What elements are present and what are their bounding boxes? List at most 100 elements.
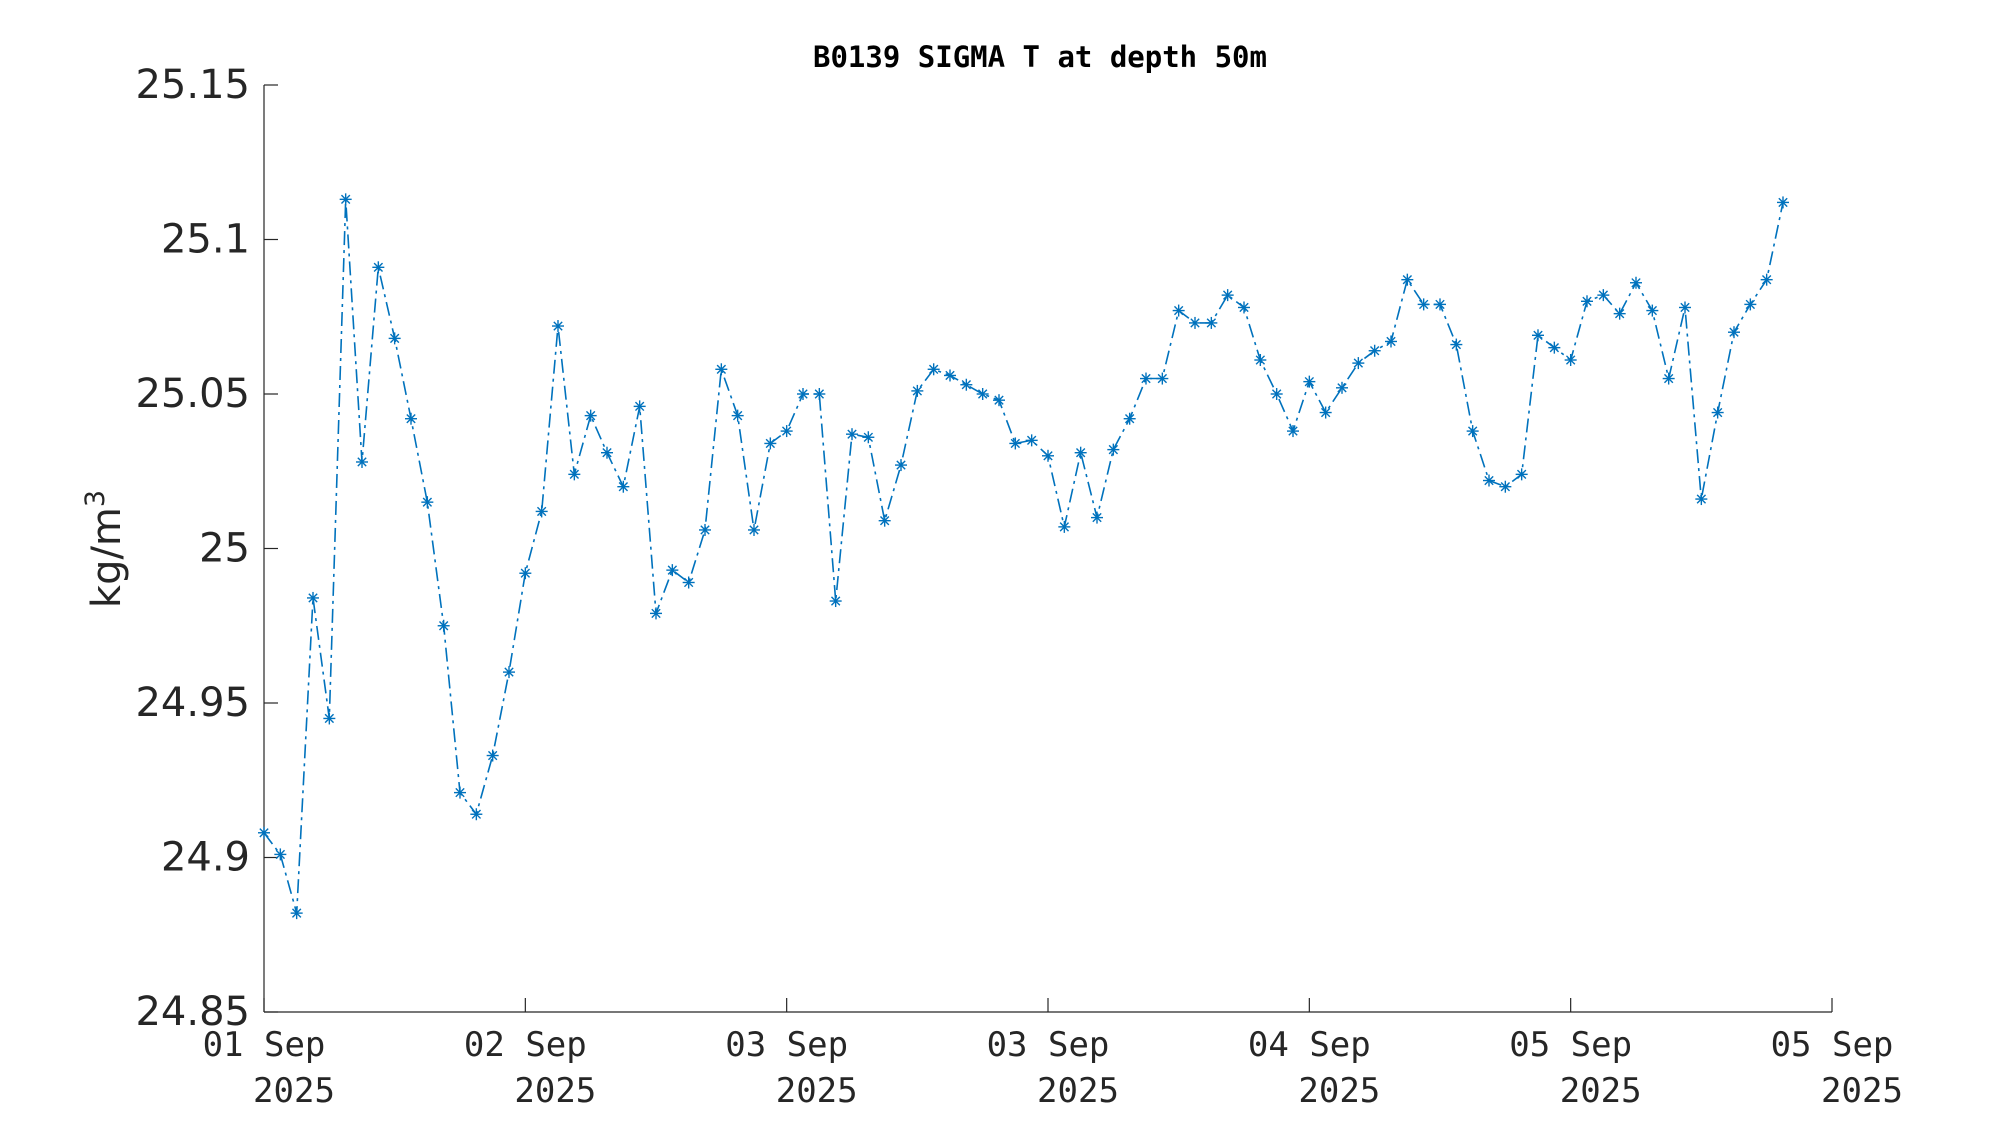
data-point xyxy=(1221,289,1234,302)
data-point xyxy=(1074,446,1087,459)
data-point xyxy=(1140,372,1152,385)
data-point xyxy=(601,446,613,459)
data-point xyxy=(1499,480,1512,493)
data-point xyxy=(1238,301,1250,314)
data-point xyxy=(1711,406,1724,419)
data-point xyxy=(1156,372,1169,385)
data-point xyxy=(1368,344,1381,357)
x-tick-label-year: 2025 xyxy=(1821,1071,1903,1111)
data-point xyxy=(617,480,630,493)
data-point xyxy=(1483,474,1495,487)
data-point xyxy=(1760,273,1773,286)
data-point xyxy=(1189,316,1201,329)
data-point xyxy=(290,907,303,920)
data-point xyxy=(944,369,956,382)
data-point xyxy=(1777,196,1789,209)
y-axis-label-superscript: 3 xyxy=(80,490,111,507)
data-point xyxy=(1270,388,1283,400)
data-point xyxy=(1613,307,1626,320)
data-point xyxy=(1385,335,1397,348)
y-tick-label: 24.85 xyxy=(135,989,250,1035)
x-tick-label-date: 04 Sep xyxy=(1248,1025,1371,1065)
data-point xyxy=(813,388,826,400)
data-point xyxy=(307,591,319,604)
data-point xyxy=(699,523,711,536)
data-point xyxy=(1728,326,1740,339)
data-point xyxy=(1352,357,1365,370)
svg-text:kg/m3: kg/m3 xyxy=(80,490,130,608)
y-tick-label: 25 xyxy=(199,526,250,572)
data-point xyxy=(568,468,581,481)
data-point xyxy=(1009,437,1022,450)
x-tick-label-date: 05 Sep xyxy=(1509,1025,1632,1065)
data-point xyxy=(1205,316,1218,329)
x-tick-label-year: 2025 xyxy=(1298,1071,1380,1111)
data-point xyxy=(1172,304,1185,317)
plot-area xyxy=(258,193,1789,920)
x-tick-label-year: 2025 xyxy=(1037,1071,1119,1111)
x-tick-label-year: 2025 xyxy=(514,1071,596,1111)
data-point xyxy=(274,848,287,861)
data-point xyxy=(388,332,401,345)
data-point xyxy=(1646,304,1659,317)
y-tick-label: 24.95 xyxy=(135,680,250,726)
data-point xyxy=(1581,295,1593,308)
y-axis-label-text: kg/m xyxy=(84,507,130,608)
data-point xyxy=(1434,298,1446,311)
data-point xyxy=(960,378,973,391)
y-tick-label: 24.9 xyxy=(161,835,250,881)
data-point xyxy=(650,607,662,620)
y-tick-label: 25.05 xyxy=(135,371,250,417)
data-point xyxy=(1532,329,1544,342)
x-tick-label-year: 2025 xyxy=(1560,1071,1642,1111)
data-point xyxy=(1679,301,1691,314)
data-point xyxy=(1744,298,1757,311)
data-point xyxy=(731,409,744,422)
data-point xyxy=(993,394,1005,407)
x-ticks: 01 Sep 2025 02 Sep 2025 03 Sep 2025 03 Sep 2025… xyxy=(203,998,1903,1111)
data-point xyxy=(911,384,924,397)
y-axis-label: kg/m3 xyxy=(80,490,130,608)
data-point xyxy=(748,523,760,536)
data-point xyxy=(1630,276,1642,289)
data-point xyxy=(1303,375,1316,388)
data-point xyxy=(1042,449,1054,462)
data-point xyxy=(323,712,336,725)
data-point xyxy=(764,437,777,450)
data-point xyxy=(1336,381,1348,394)
data-point xyxy=(895,459,907,472)
data-point xyxy=(454,786,466,799)
x-tick-label-date: 03 Sep xyxy=(725,1025,848,1065)
data-point xyxy=(584,409,597,422)
axes xyxy=(263,85,1832,1013)
data-point xyxy=(1564,354,1577,367)
data-point xyxy=(780,425,793,438)
data-point xyxy=(421,496,434,509)
data-point xyxy=(797,388,809,400)
data-point xyxy=(1515,468,1528,481)
data-point xyxy=(356,455,368,468)
data-point xyxy=(846,428,858,441)
data-point xyxy=(633,400,646,413)
x-tick-label-date: 02 Sep xyxy=(464,1025,587,1065)
data-point xyxy=(437,619,450,632)
data-point xyxy=(1107,443,1120,456)
data-point xyxy=(1401,273,1414,286)
data-point xyxy=(829,595,842,608)
x-tick-label-year: 2025 xyxy=(253,1071,335,1111)
data-point xyxy=(878,514,891,527)
data-point xyxy=(535,505,548,518)
data-point xyxy=(1466,425,1479,438)
data-point xyxy=(1058,520,1071,533)
data-point xyxy=(372,261,385,274)
data-point xyxy=(927,363,940,376)
data-point xyxy=(1417,298,1430,311)
x-tick-label-year: 2025 xyxy=(776,1071,858,1111)
x-tick-label-date: 01 Sep xyxy=(203,1025,326,1065)
x-tick-label-date: 05 Sep xyxy=(1771,1025,1894,1065)
data-point xyxy=(1695,493,1708,506)
data-point xyxy=(552,320,564,333)
y-tick-label: 25.1 xyxy=(161,217,250,263)
data-point xyxy=(666,564,679,577)
